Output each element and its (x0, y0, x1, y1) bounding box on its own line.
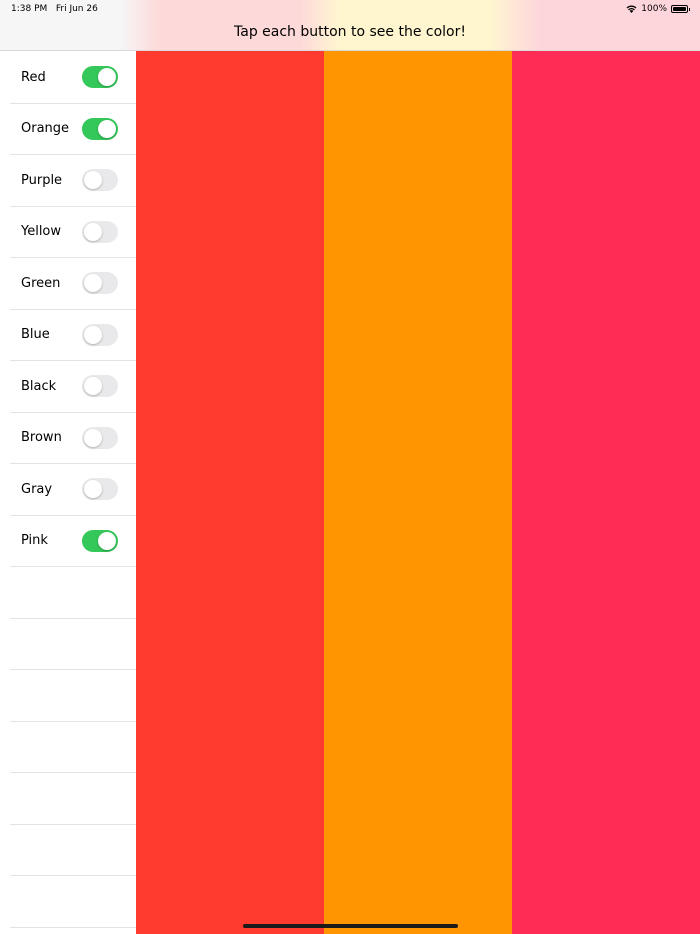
toggle-knob (84, 428, 102, 447)
black-toggle[interactable] (82, 375, 118, 398)
list-item-brown: Brown (10, 413, 136, 464)
list-item-purple: Purple (10, 155, 136, 207)
page-title: Tap each button to see the color! (234, 24, 466, 40)
status-time: 1:38 PM (11, 4, 48, 14)
list-item-blue: Blue (10, 310, 136, 361)
gray-toggle[interactable] (82, 478, 118, 501)
list-item-gray: Gray (10, 464, 136, 516)
color-label: Purple (21, 172, 63, 188)
blue-toggle[interactable] (82, 323, 118, 346)
list-item-green: Green (10, 258, 136, 310)
toggle-knob (98, 68, 116, 87)
toggle-knob (84, 274, 102, 293)
battery-percent: 100% (641, 4, 667, 14)
status-indicators: 100% (626, 4, 690, 14)
list-item-red: Red (10, 52, 136, 104)
toggle-knob (98, 119, 116, 138)
toggle-knob (84, 325, 102, 344)
empty-row (10, 567, 136, 619)
toggle-knob (84, 480, 102, 499)
color-panel (512, 0, 700, 934)
toggle-knob (84, 222, 102, 241)
color-display (136, 0, 700, 934)
battery-icon (671, 5, 690, 13)
color-label: Red (21, 69, 46, 85)
empty-row (10, 773, 136, 825)
status-time-date: 1:38 PM Fri Jun 26 (11, 4, 98, 14)
wifi-icon (626, 5, 637, 13)
color-label: Black (21, 378, 57, 394)
orange-toggle[interactable] (82, 117, 118, 140)
empty-row (10, 619, 136, 670)
toggle-knob (84, 377, 102, 396)
green-toggle[interactable] (82, 272, 118, 295)
pink-toggle[interactable] (82, 529, 118, 552)
yellow-toggle[interactable] (82, 220, 118, 243)
color-label: Pink (21, 533, 48, 549)
color-label: Yellow (21, 224, 62, 240)
list-item-orange: Orange (10, 104, 136, 155)
color-panel (324, 0, 512, 934)
list-item-pink: Pink (10, 516, 136, 567)
status-date: Fri Jun 26 (55, 4, 98, 14)
color-label: Blue (21, 327, 50, 343)
color-label: Gray (21, 481, 53, 497)
color-label: Orange (21, 121, 70, 137)
color-panel (136, 0, 324, 934)
red-toggle[interactable] (82, 66, 118, 89)
empty-row (10, 722, 136, 773)
toggle-knob (98, 531, 116, 550)
brown-toggle[interactable] (82, 426, 118, 449)
empty-row (10, 876, 136, 928)
list-item-yellow: Yellow (10, 207, 136, 258)
empty-row (10, 825, 136, 876)
color-label: Brown (21, 430, 62, 446)
purple-toggle[interactable] (82, 169, 118, 192)
color-toggle-list: Red Orange Purple Yellow Green Blue Blac… (0, 52, 136, 934)
list-item-black: Black (10, 361, 136, 413)
empty-row (10, 670, 136, 722)
color-label: Green (21, 275, 61, 291)
toggle-knob (84, 171, 102, 190)
navigation-bar: 1:38 PM Fri Jun 26 100% Tap each button … (0, 0, 700, 51)
home-indicator[interactable] (243, 924, 458, 928)
